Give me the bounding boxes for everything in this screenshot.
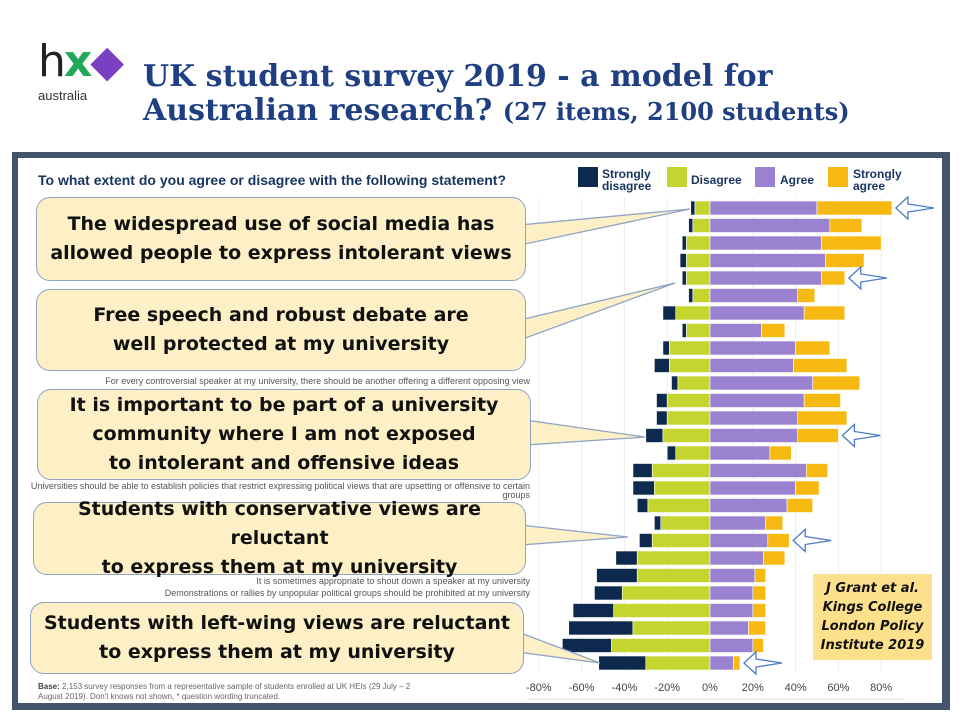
highlight-arrow-icon bbox=[847, 265, 887, 291]
highlight-arrow-icon bbox=[792, 528, 832, 553]
legend-swatch-disagree bbox=[667, 167, 687, 187]
bar-strongly-agree bbox=[754, 568, 766, 583]
bar-strongly-agree bbox=[803, 393, 841, 408]
bar-strongly-agree bbox=[763, 550, 786, 566]
highlight-arrow-icon bbox=[742, 650, 783, 676]
callout-tail bbox=[517, 631, 601, 664]
x-tick-label: 60% bbox=[827, 682, 849, 694]
bar-strongly-agree bbox=[797, 288, 816, 303]
base-note-text: 2,153 survey responses from a representa… bbox=[38, 682, 411, 701]
bar-strongly-agree bbox=[765, 515, 784, 531]
bar-strongly-agree bbox=[816, 200, 893, 216]
bar-strongly-agree bbox=[797, 428, 839, 443]
highlight-arrow-icon bbox=[894, 195, 934, 221]
citation-box: J Grant et al. Kings College London Poli… bbox=[813, 574, 932, 660]
base-note-label: Base: bbox=[38, 682, 60, 691]
callout-left-wing-views: Students with left-wing views are reluct… bbox=[30, 602, 524, 674]
row-label: For every controversial speaker at my un… bbox=[105, 376, 530, 386]
callout-free-speech: Free speech and robust debate are well p… bbox=[36, 289, 526, 371]
bar-strongly-agree bbox=[812, 375, 861, 391]
bar-strongly-agree bbox=[793, 358, 848, 373]
legend-label: Strongly disagree bbox=[602, 167, 652, 193]
logo-mark: hx◆ bbox=[38, 36, 124, 87]
x-tick-label: 0% bbox=[702, 682, 718, 694]
legend-swatch-agree bbox=[755, 167, 775, 187]
x-tick-label: -80% bbox=[526, 682, 552, 694]
callout-tail bbox=[524, 419, 646, 446]
bar-strongly-agree bbox=[786, 498, 814, 513]
title-subtitle: (27 items, 2100 students) bbox=[502, 97, 850, 126]
bar-strongly-agree bbox=[825, 253, 865, 268]
callout-tail bbox=[519, 524, 629, 546]
chart-title: To what extent do you agree or disagree … bbox=[38, 172, 507, 188]
logo-word: australia bbox=[38, 88, 88, 103]
bar-strongly-agree bbox=[761, 323, 786, 338]
row-label: Demonstrations or rallies by unpopular p… bbox=[164, 588, 530, 598]
x-tick-label: -20% bbox=[654, 682, 680, 694]
callout-not-exposed: It is important to be part of a universi… bbox=[37, 389, 531, 480]
bar-strongly-agree bbox=[767, 533, 790, 548]
bar-strongly-agree bbox=[748, 620, 766, 636]
callout-conservative-views: Students with conservative views are rel… bbox=[33, 498, 526, 578]
bar-strongly-agree bbox=[805, 463, 828, 478]
x-tick-label: -40% bbox=[612, 682, 638, 694]
x-tick-label: 80% bbox=[870, 682, 892, 694]
slide-title: UK student survey 2019 - a model for Aus… bbox=[143, 60, 850, 129]
x-tick-label: 40% bbox=[785, 682, 807, 694]
legend-swatch-strongly-agree bbox=[828, 167, 848, 187]
highlight-arrow-icon bbox=[841, 423, 881, 448]
bar-strongly-agree bbox=[797, 410, 848, 426]
base-note: Base: 2,153 survey responses from a repr… bbox=[38, 682, 418, 702]
legend-swatch-strongly-disagree bbox=[578, 167, 598, 187]
bar-strongly-agree bbox=[795, 340, 831, 356]
legend-label: Disagree bbox=[691, 173, 742, 187]
row-label: Universities should be able to establish… bbox=[30, 481, 530, 500]
callout-tail bbox=[519, 282, 676, 341]
title-line-2: Australian research? bbox=[143, 93, 493, 128]
legend-label: Agree bbox=[780, 173, 815, 187]
bar-strongly-agree bbox=[769, 445, 792, 461]
bar-strongly-agree bbox=[752, 585, 766, 601]
legend-label: Strongly agree bbox=[853, 167, 902, 193]
bar-strongly-agree bbox=[803, 305, 846, 321]
bar-strongly-agree bbox=[820, 270, 846, 286]
x-tick-label: 20% bbox=[742, 682, 764, 694]
callout-social-media: The widespread use of social media has a… bbox=[36, 197, 526, 281]
title-line-1: UK student survey 2019 - a model for bbox=[143, 59, 773, 94]
callout-tail bbox=[519, 208, 691, 246]
bar-strongly-agree bbox=[795, 480, 820, 496]
bar-strongly-agree bbox=[829, 218, 863, 233]
bar-strongly-agree bbox=[752, 603, 766, 618]
row-label: It is sometimes appropriate to shout dow… bbox=[256, 576, 530, 586]
bar-strongly-agree bbox=[820, 235, 882, 251]
bar-strongly-agree bbox=[752, 638, 764, 653]
x-tick-label: -60% bbox=[569, 682, 595, 694]
hx-australia-logo: hx◆ australia bbox=[38, 36, 124, 106]
bar-strongly-agree bbox=[733, 655, 741, 671]
